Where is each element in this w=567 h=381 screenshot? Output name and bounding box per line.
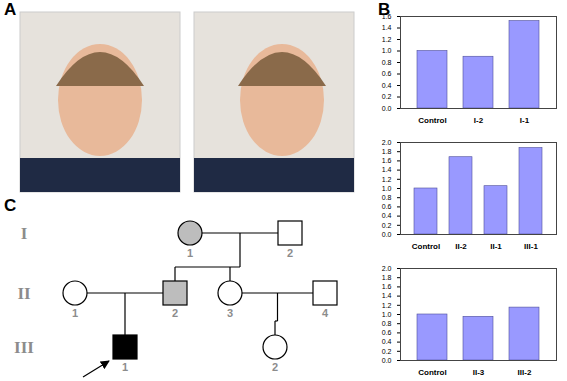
svg-text:Control: Control bbox=[418, 116, 446, 125]
svg-text:2: 2 bbox=[287, 247, 293, 259]
svg-text:1.6: 1.6 bbox=[382, 157, 392, 164]
svg-text:2: 2 bbox=[172, 307, 178, 319]
svg-text:0.4: 0.4 bbox=[382, 338, 392, 345]
svg-text:II: II bbox=[17, 284, 31, 303]
svg-text:0.8: 0.8 bbox=[382, 320, 392, 327]
svg-text:1: 1 bbox=[122, 361, 128, 373]
svg-text:III-1: III-1 bbox=[524, 242, 538, 251]
svg-text:1: 1 bbox=[187, 247, 193, 259]
svg-text:I: I bbox=[21, 224, 28, 243]
svg-text:1.0: 1.0 bbox=[382, 47, 392, 54]
svg-text:0.0: 0.0 bbox=[382, 105, 392, 112]
svg-text:1: 1 bbox=[72, 307, 78, 319]
svg-text:2: 2 bbox=[272, 361, 278, 373]
svg-text:0.8: 0.8 bbox=[382, 59, 392, 66]
svg-text:II-3: II-3 bbox=[473, 368, 485, 377]
svg-text:1.4: 1.4 bbox=[382, 166, 392, 173]
svg-text:2.0: 2.0 bbox=[382, 139, 392, 146]
svg-text:II-1: II-1 bbox=[490, 242, 502, 251]
svg-text:0.2: 0.2 bbox=[382, 222, 392, 229]
svg-text:1.4: 1.4 bbox=[382, 292, 392, 299]
svg-text:1.6: 1.6 bbox=[382, 13, 392, 20]
svg-text:II-2: II-2 bbox=[455, 242, 467, 251]
svg-text:0.2: 0.2 bbox=[382, 93, 392, 100]
svg-text:1.8: 1.8 bbox=[382, 274, 392, 281]
svg-text:0.6: 0.6 bbox=[382, 203, 392, 210]
svg-text:1.2: 1.2 bbox=[382, 36, 392, 43]
svg-text:1.0: 1.0 bbox=[382, 311, 392, 318]
svg-text:I-1: I-1 bbox=[520, 116, 530, 125]
svg-text:Control: Control bbox=[412, 242, 440, 251]
svg-text:0.0: 0.0 bbox=[382, 231, 392, 238]
svg-text:1.6: 1.6 bbox=[382, 283, 392, 290]
svg-text:III-2: III-2 bbox=[518, 368, 532, 377]
svg-text:2.0: 2.0 bbox=[382, 265, 392, 272]
svg-text:0.8: 0.8 bbox=[382, 194, 392, 201]
svg-text:1.2: 1.2 bbox=[382, 176, 392, 183]
svg-text:0.6: 0.6 bbox=[382, 70, 392, 77]
svg-text:Control: Control bbox=[418, 368, 446, 377]
svg-text:1.4: 1.4 bbox=[382, 24, 392, 31]
svg-text:4: 4 bbox=[322, 307, 329, 319]
svg-text:III: III bbox=[14, 338, 34, 357]
svg-text:0.0: 0.0 bbox=[382, 357, 392, 364]
svg-text:0.6: 0.6 bbox=[382, 329, 392, 336]
svg-text:0.4: 0.4 bbox=[382, 82, 392, 89]
svg-text:0.4: 0.4 bbox=[382, 212, 392, 219]
svg-text:1.0: 1.0 bbox=[382, 185, 392, 192]
svg-text:3: 3 bbox=[227, 307, 233, 319]
svg-text:0.2: 0.2 bbox=[382, 348, 392, 355]
svg-text:1.2: 1.2 bbox=[382, 302, 392, 309]
svg-text:1.8: 1.8 bbox=[382, 148, 392, 155]
svg-text:I-2: I-2 bbox=[474, 116, 484, 125]
